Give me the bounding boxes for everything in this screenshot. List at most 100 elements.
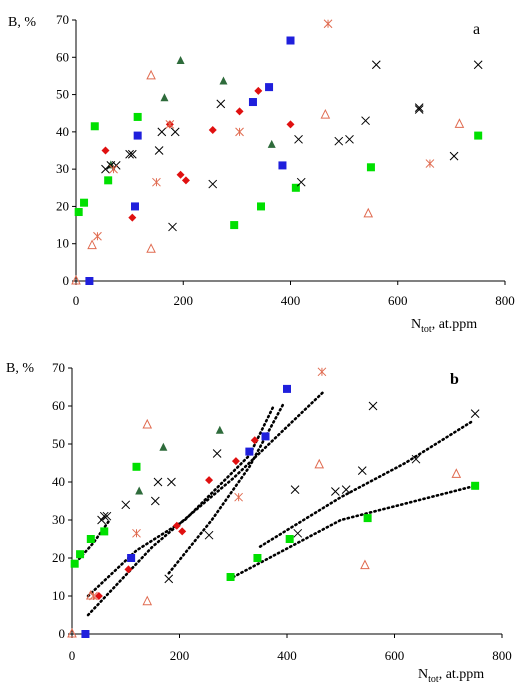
- data-point: [245, 447, 254, 456]
- trend-line: [232, 484, 477, 579]
- data-point: [208, 125, 217, 134]
- data-point: [361, 116, 370, 126]
- x-axis-title-main: N: [411, 317, 421, 332]
- data-point: [219, 76, 228, 85]
- chart-panel-b: 0 10 20 30 40 50 60 70 0 200 400 600 800 B, % Ntot, at…: [6, 360, 512, 685]
- data-point: [360, 559, 370, 570]
- data-point: [250, 436, 259, 445]
- data-point: [286, 120, 295, 129]
- data-point: [341, 485, 351, 494]
- data-point-stroke: [371, 60, 381, 70]
- data-point-stroke: [361, 116, 370, 126]
- data-point-stroke: [102, 511, 112, 521]
- data-point: [357, 466, 367, 475]
- series-triangle-open: [71, 69, 465, 285]
- series-square: [74, 112, 483, 230]
- x-tick-label: 600: [385, 648, 405, 663]
- y-tick-label: 70: [56, 12, 69, 27]
- data-point-stroke: [345, 134, 354, 144]
- data-point: [320, 108, 331, 119]
- data-point: [178, 527, 187, 536]
- data-point: [368, 401, 378, 411]
- data-point-stroke: [470, 409, 480, 418]
- series-x: [97, 401, 480, 584]
- data-point: [235, 107, 244, 116]
- y-tick-label: 30: [56, 161, 69, 176]
- data-point: [470, 409, 480, 418]
- trend-line: [167, 400, 286, 575]
- data-point: [314, 458, 325, 469]
- x-tick-label: 400: [281, 293, 301, 308]
- panel-label: a: [473, 21, 480, 38]
- x-tick-label: 0: [69, 648, 76, 663]
- x-axis-title: Ntot, at.ppm: [418, 667, 484, 685]
- data-point: [167, 477, 176, 487]
- data-point: [451, 468, 462, 478]
- data-point: [363, 207, 374, 218]
- data-point: [127, 554, 136, 562]
- series-x: [101, 60, 483, 232]
- data-point: [153, 477, 163, 487]
- data-point: [283, 384, 291, 393]
- x-tick-label: 200: [170, 648, 190, 663]
- data-point: [152, 177, 161, 187]
- data-point: [100, 527, 109, 536]
- data-point: [331, 487, 340, 496]
- data-point-stroke: [167, 477, 176, 487]
- data-point: [257, 202, 266, 211]
- data-point: [323, 19, 333, 29]
- data-point-stroke: [127, 149, 137, 159]
- x-tick-label: 600: [388, 293, 408, 308]
- y-tick-label: 0: [63, 273, 70, 288]
- data-point: [265, 83, 274, 92]
- data-point-stroke: [293, 528, 303, 538]
- data-point-stroke: [296, 177, 306, 187]
- data-point-stroke: [204, 530, 214, 540]
- data-point: [104, 176, 113, 185]
- y-tick-label: 40: [52, 474, 65, 489]
- data-point: [176, 170, 185, 179]
- x-axis-title-main: N: [418, 667, 428, 682]
- data-point: [101, 164, 110, 174]
- data-point: [67, 627, 77, 638]
- data-point: [93, 231, 102, 241]
- series-triangle-filled: [135, 425, 224, 495]
- data-point-stroke: [331, 487, 340, 496]
- series-triangle-open: [67, 418, 462, 638]
- data-point: [74, 208, 83, 217]
- series-asterisk: [93, 19, 435, 241]
- data-point: [317, 367, 327, 377]
- data-point: [87, 239, 97, 250]
- x-axis-title-sub: tot: [428, 674, 439, 685]
- data-point-stroke: [449, 151, 459, 161]
- data-point: [90, 122, 99, 131]
- trend-line: [86, 404, 275, 598]
- data-point: [80, 198, 89, 207]
- y-tick-label: 70: [52, 360, 65, 375]
- data-point: [248, 98, 257, 107]
- y-tick-label: 20: [52, 550, 65, 565]
- y-tick-label: 10: [56, 236, 69, 251]
- data-point: [285, 535, 294, 543]
- data-point: [471, 481, 480, 490]
- y-tick-label: 50: [56, 87, 69, 102]
- data-point: [101, 146, 110, 155]
- data-point-stroke: [101, 164, 110, 174]
- x-tick-label: 200: [174, 293, 194, 308]
- data-point: [121, 500, 131, 510]
- data-point-stroke: [157, 127, 167, 137]
- data-point: [81, 630, 90, 638]
- data-point: [146, 69, 156, 80]
- data-point: [109, 164, 118, 174]
- x-axis-title-tail: , at.ppm: [432, 317, 478, 332]
- y-tick-label: 0: [59, 626, 66, 641]
- data-point: [170, 127, 180, 137]
- data-point: [132, 462, 141, 471]
- data-point: [414, 103, 424, 112]
- data-point: [235, 127, 244, 137]
- data-point: [76, 550, 85, 559]
- data-point-stroke: [99, 511, 109, 521]
- panel-label: b: [450, 371, 459, 388]
- data-point: [230, 221, 239, 230]
